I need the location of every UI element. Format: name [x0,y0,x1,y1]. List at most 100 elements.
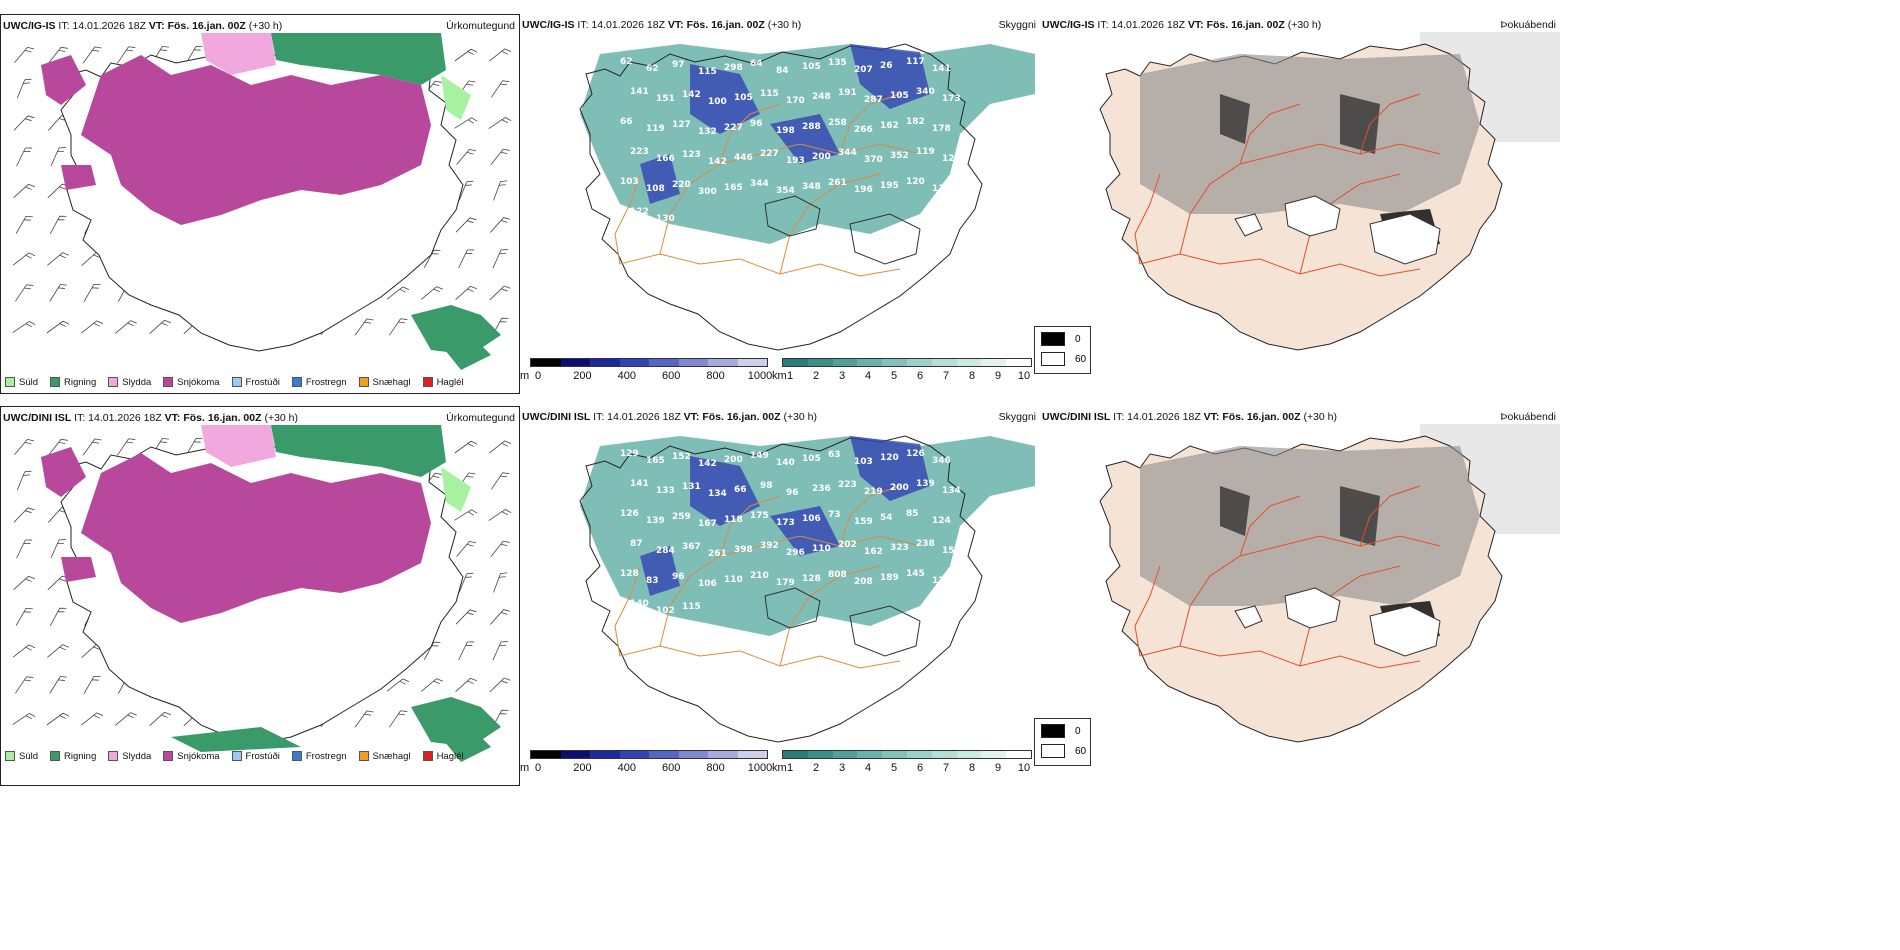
ceiling-value: 152 [672,452,691,462]
legend-label: Súld [19,750,39,762]
ceiling-value: 100 [708,97,727,107]
ceiling-value: 227 [724,123,743,133]
init-time: 14.01.2026 18Z [1111,19,1185,31]
colorbar-tick: 8 [968,370,976,382]
colorbar-cells [782,358,1032,367]
colorbar-cell [649,359,679,366]
legend-swatch [108,751,119,761]
ceiling-value: 63 [828,450,841,460]
ceiling-value: 110 [724,575,743,585]
ceiling-value: 166 [656,154,675,164]
legend-label: Frostúði [245,376,280,388]
model-name: UWC/DINI ISL [3,412,72,424]
fog-legend-value: 60 [1075,745,1087,757]
colorbar-cell [981,359,1007,366]
colorbar-cell [678,359,708,366]
legend-label: Rigning [64,376,97,388]
ceiling-labels: 62 62 97 115 298 64 84 105 135 207 26 117 141 141 151 1… [620,57,961,224]
panel-title: Þokuábendi [1500,411,1556,423]
legend-swatch [5,751,15,761]
ceiling-value: 130 [656,214,675,224]
ceiling-value: 26 [880,61,893,71]
fog-swatch [1041,744,1065,758]
ceiling-value: 105 [890,91,909,101]
ceiling-value: 238 [916,539,935,549]
colorbar-cell [956,751,982,758]
legend-swatch [108,377,119,387]
fog-legend-top: 0 60 [1034,326,1091,374]
ceiling-value: 259 [672,512,691,522]
valid-time: Fös. 16.jan. 00Z [686,19,765,31]
ceiling-value: 398 [734,545,753,555]
ceiling-value: 54 [880,513,893,523]
colorbar-cell [708,359,738,366]
ceiling-value: 178 [932,124,951,134]
ceiling-value: 118 [724,515,743,525]
ceiling-value: 446 [734,153,753,163]
colorbar-tick: 400 [617,370,636,382]
rain-area [171,425,501,762]
ceiling-value: 127 [672,120,691,130]
ceiling-value: 126 [620,509,639,519]
legend-swatch [358,377,369,387]
legend-item-2: Slydda [108,751,151,762]
ceiling-value: 105 [802,62,821,72]
colorbar-tick: 9 [994,370,1002,382]
legend-label: Snæhagl [372,376,411,388]
colorbar-cells [782,750,1032,759]
colorbar-tick: 7 [942,762,950,774]
legend-swatch [231,377,242,387]
legend-label: Frostregn [305,376,347,388]
lead-time: (+30 h) [767,19,802,31]
colorbar-tick: 4 [864,762,872,774]
legend-label: Frostregn [305,750,347,762]
init-time: 14.01.2026 18Z [1127,411,1201,423]
legend-swatch [163,377,174,387]
init-time: 14.01.2026 18Z [607,411,681,423]
ceiling-value: 392 [760,541,779,551]
colorbar-cell [857,359,883,366]
colorbar-cell [708,751,738,758]
colorbar-tick: 5 [890,762,898,774]
init-time: 14.01.2026 18Z [72,20,146,32]
legend-swatch [422,377,433,387]
colorbar-cell [783,359,808,366]
ceiling-value: 149 [750,451,769,461]
ceiling-value: 344 [838,148,857,158]
ceiling-value: 134 [942,486,961,496]
iceland-map [579,43,983,351]
legend-item-6: Snæhagl [358,751,411,762]
precip-type-map-top [12,33,512,370]
legend-label: Haglél [436,750,464,762]
colorbar-tick: 800 [706,762,725,774]
fog-swatch [1041,352,1065,366]
legend-label: Frostúði [245,750,280,762]
ceiling-value: 300 [698,187,717,197]
model-name: UWC/IG-IS [522,19,575,31]
ceiling-value: 129 [620,449,639,459]
ceiling-value: 261 [708,549,727,559]
colorbar-unit: m [520,762,530,774]
fog-legend-bottom: 0 60 [1034,718,1091,766]
ceiling-value: 62 [646,64,659,74]
ceiling-value: 120 [906,177,925,187]
colorbar-cell [956,359,982,366]
ceiling-labels: 129 165 152 142 200 149 140 105 63 103 120 126 346 14… [620,449,961,616]
ceiling-value: 195 [880,181,899,191]
init-time: 14.01.2026 18Z [88,412,162,424]
ceiling-value: 346 [932,456,951,466]
legend-item-5: Frostregn [291,376,347,388]
colorbar-unit: km [772,762,787,774]
ceiling-value: 128 [620,569,639,579]
panel-header: UWC/DINI ISL IT: 14.01.2026 18Z VT: Fös.… [3,412,515,424]
fog-indicator-map-bottom [1099,424,1560,743]
fog-swatch [1041,724,1065,738]
legend-item-3: Snjókoma [163,751,220,762]
ceiling-value: 140 [630,599,649,609]
ceiling-value: 170 [786,96,805,106]
sleet-area [201,33,276,75]
ceiling-value: 340 [916,87,935,97]
colorbar-unit: m [520,370,530,382]
colorbar-cell [678,751,708,758]
ceiling-value: 167 [698,519,717,529]
